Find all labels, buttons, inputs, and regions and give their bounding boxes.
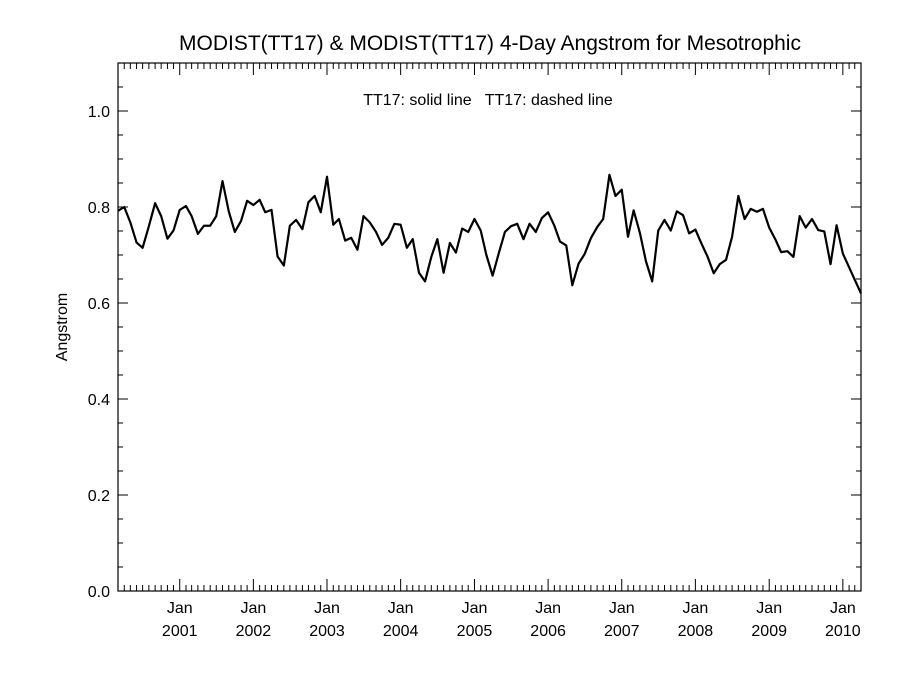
- series-line-solid: [117, 173, 863, 294]
- x-tick-label-year: 2003: [309, 623, 345, 640]
- x-tick-label-month: Jan: [388, 600, 414, 617]
- y-tick-label: 0.0: [88, 584, 110, 601]
- plot-frame: [117, 62, 862, 592]
- x-tick-label-month: Jan: [167, 600, 193, 617]
- x-tick-label-year: 2010: [825, 623, 861, 640]
- x-axis-ticks: Jan 2001 Jan 2002 Jan 2003 Jan 2004 Jan 2005 Jan 20…: [162, 63, 861, 640]
- x-tick-label-year: 2008: [678, 623, 714, 640]
- x-tick-label-year: 2005: [457, 623, 493, 640]
- y-tick-label: 1.0: [88, 104, 110, 121]
- x-tick-label-year: 2002: [236, 623, 272, 640]
- y-tick-label: 0.2: [88, 488, 110, 505]
- x-tick-label-year: 2001: [162, 623, 198, 640]
- x-tick-label-year: 2009: [751, 623, 787, 640]
- x-tick-label-month: Jan: [830, 600, 856, 617]
- y-tick-label: 0.4: [88, 392, 110, 409]
- chart-title: MODIST(TT17) & MODIST(TT17) 4-Day Angstr…: [179, 32, 801, 55]
- x-tick-label-year: 2007: [604, 623, 640, 640]
- y-tick-label: 0.6: [88, 296, 110, 313]
- x-tick-label-year: 2004: [383, 623, 419, 640]
- x-tick-label-month: Jan: [535, 600, 561, 617]
- x-tick-label-month: Jan: [314, 600, 340, 617]
- x-tick-label-month: Jan: [609, 600, 635, 617]
- x-tick-label-month: Jan: [462, 600, 488, 617]
- minor-ticks: [118, 63, 861, 591]
- series-layer: [117, 173, 863, 294]
- x-tick-label-month: Jan: [682, 600, 708, 617]
- y-axis-label: Angstrom: [54, 293, 71, 361]
- x-tick-label-year: 2006: [530, 623, 566, 640]
- y-tick-label: 0.8: [88, 200, 110, 217]
- y-axis-ticks: 0.0 0.2 0.4 0.6 0.8 1.0: [88, 104, 861, 601]
- legend-text: TT17: solid line TT17: dashed line: [363, 92, 613, 109]
- x-tick-label-month: Jan: [756, 600, 782, 617]
- x-tick-label-month: Jan: [240, 600, 266, 617]
